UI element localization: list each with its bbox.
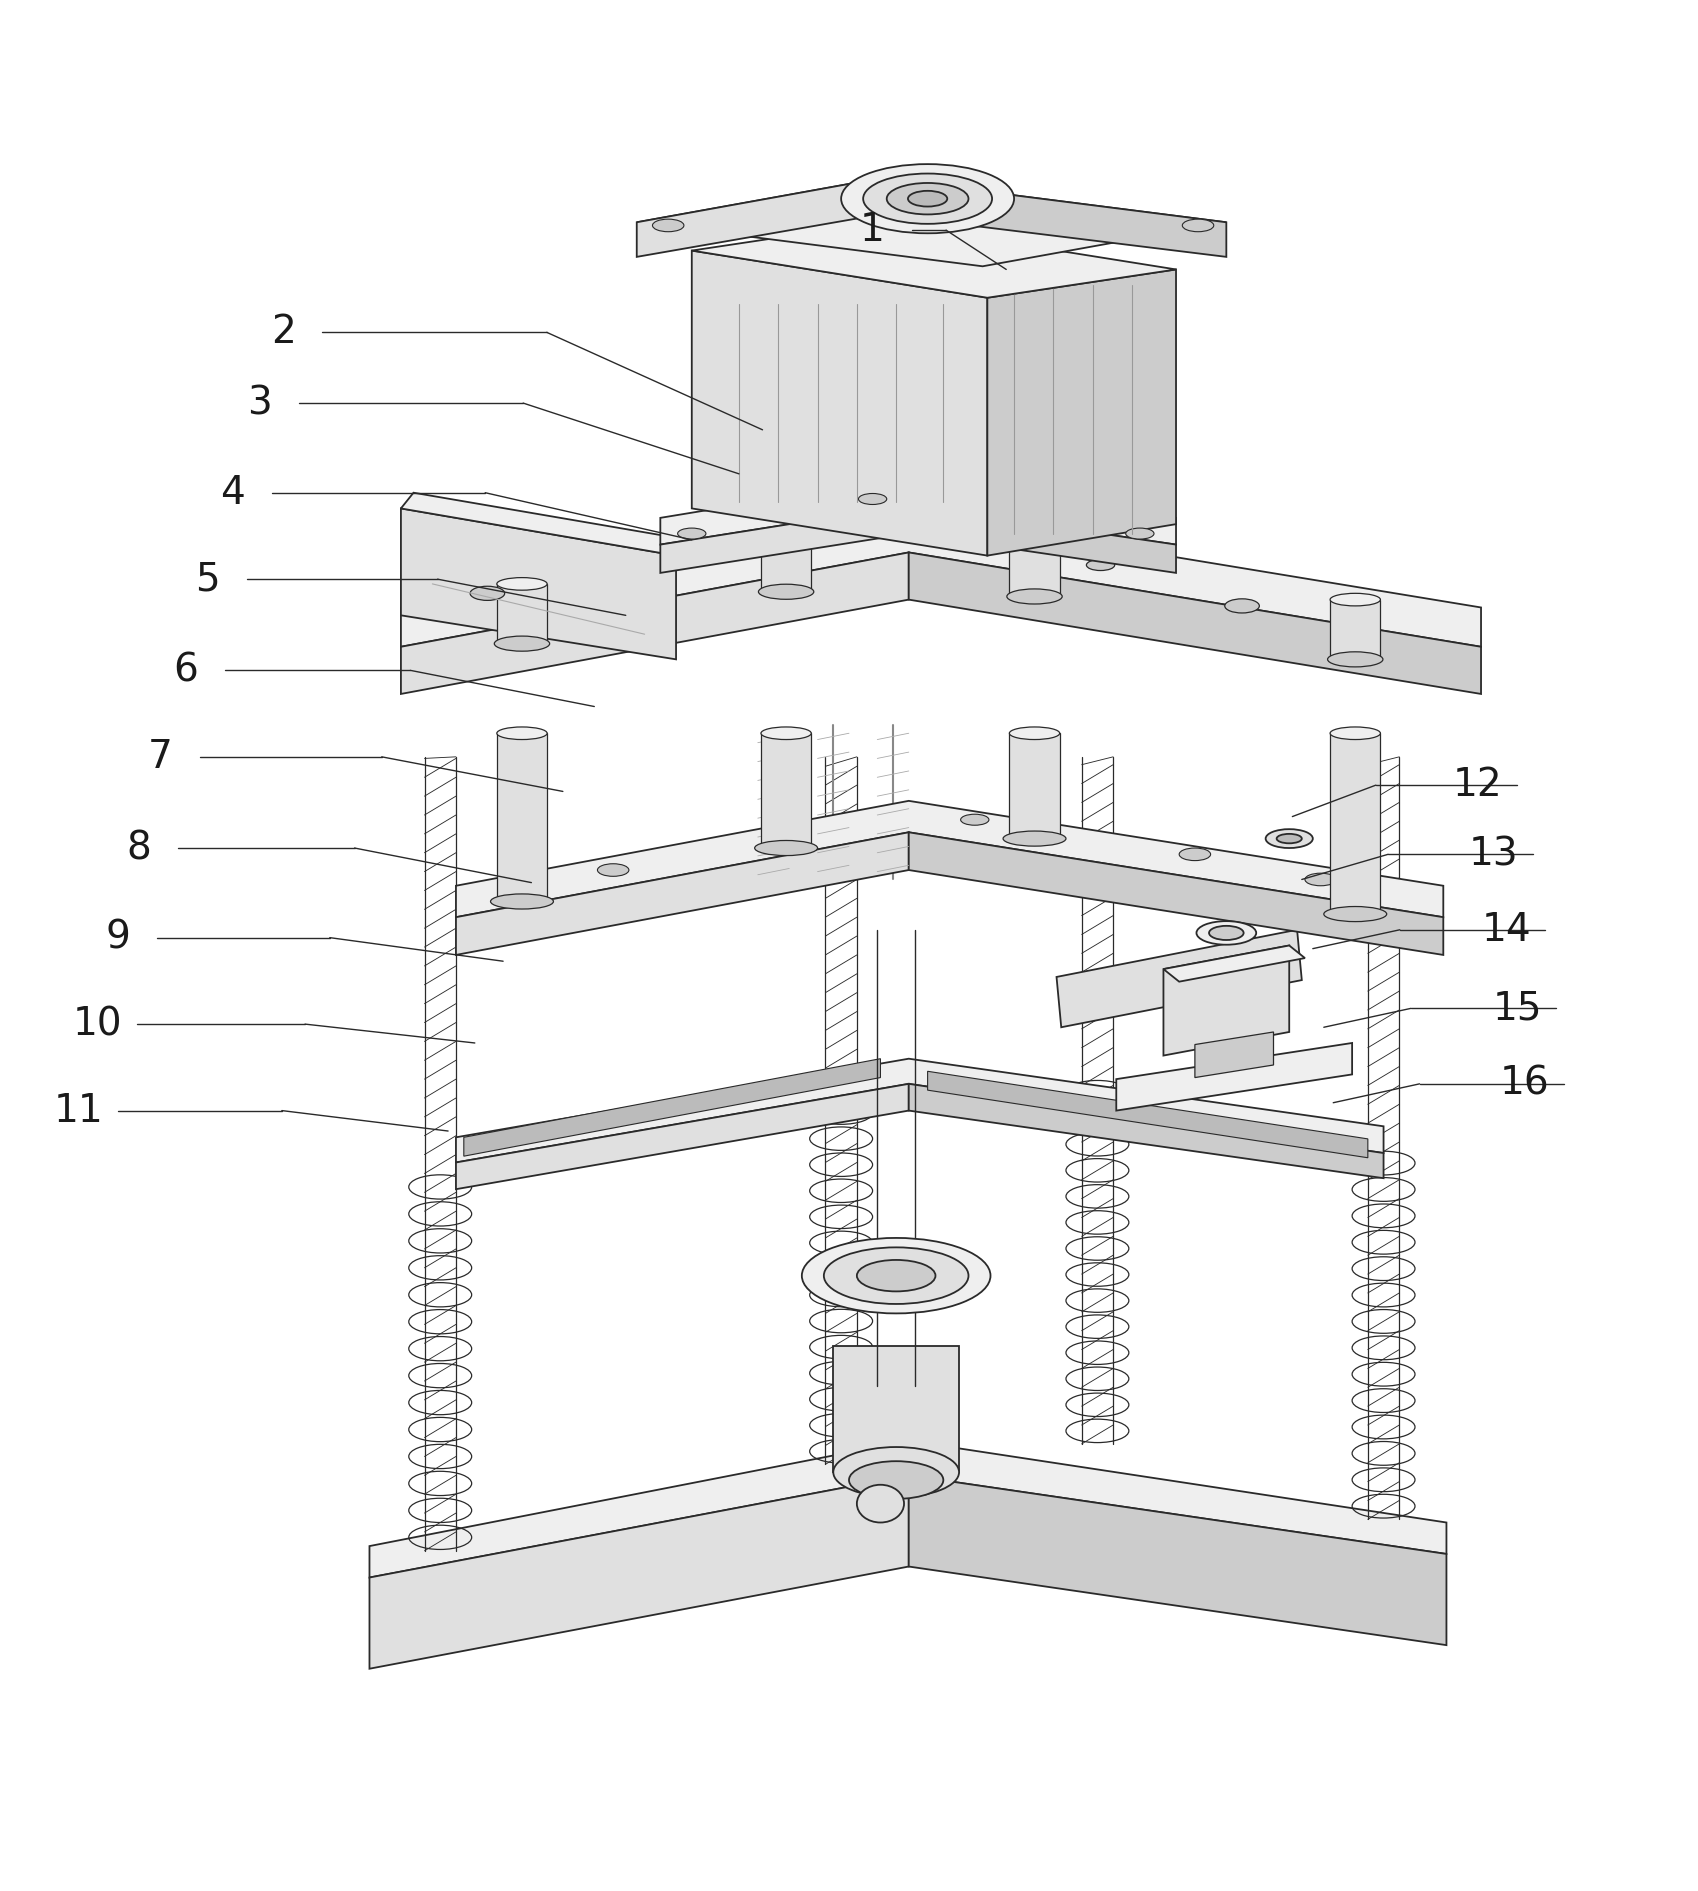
Ellipse shape xyxy=(1182,219,1214,233)
Ellipse shape xyxy=(491,894,554,910)
Polygon shape xyxy=(401,509,676,660)
Polygon shape xyxy=(908,552,1481,694)
Polygon shape xyxy=(908,505,1177,573)
Polygon shape xyxy=(834,1346,959,1473)
Ellipse shape xyxy=(1009,726,1060,739)
Polygon shape xyxy=(908,1084,1384,1178)
Polygon shape xyxy=(464,1059,881,1155)
Polygon shape xyxy=(1330,599,1380,660)
Polygon shape xyxy=(637,178,1226,267)
Text: 7: 7 xyxy=(148,737,173,775)
Ellipse shape xyxy=(857,1259,936,1292)
Ellipse shape xyxy=(1009,531,1060,543)
Polygon shape xyxy=(370,1475,908,1668)
Ellipse shape xyxy=(1126,528,1155,539)
Text: 6: 6 xyxy=(173,651,199,690)
Ellipse shape xyxy=(863,174,992,223)
Ellipse shape xyxy=(908,191,947,206)
Ellipse shape xyxy=(1209,927,1243,940)
Ellipse shape xyxy=(498,726,547,739)
Polygon shape xyxy=(637,178,881,257)
Text: 16: 16 xyxy=(1499,1065,1550,1102)
Ellipse shape xyxy=(1087,560,1114,571)
Ellipse shape xyxy=(754,840,817,855)
Ellipse shape xyxy=(652,219,684,233)
Polygon shape xyxy=(1195,1032,1274,1078)
Ellipse shape xyxy=(857,1484,903,1522)
Polygon shape xyxy=(457,1059,1384,1163)
Polygon shape xyxy=(691,223,1177,297)
Ellipse shape xyxy=(678,528,706,539)
Ellipse shape xyxy=(1224,599,1260,613)
Text: 15: 15 xyxy=(1493,989,1542,1027)
Polygon shape xyxy=(761,531,812,592)
Text: 2: 2 xyxy=(270,314,295,352)
Polygon shape xyxy=(1116,1044,1352,1110)
Ellipse shape xyxy=(834,1447,959,1498)
Polygon shape xyxy=(908,832,1443,955)
Text: 11: 11 xyxy=(54,1091,104,1129)
Ellipse shape xyxy=(961,815,988,824)
Text: 1: 1 xyxy=(861,212,885,250)
Ellipse shape xyxy=(1324,906,1387,921)
Ellipse shape xyxy=(470,586,504,601)
Text: 10: 10 xyxy=(73,1006,122,1044)
Ellipse shape xyxy=(1330,726,1380,739)
Ellipse shape xyxy=(1178,847,1211,860)
Polygon shape xyxy=(498,584,547,643)
Text: 4: 4 xyxy=(221,475,245,512)
Polygon shape xyxy=(661,505,908,573)
Polygon shape xyxy=(927,1072,1369,1157)
Ellipse shape xyxy=(1265,828,1313,847)
Text: 3: 3 xyxy=(246,384,272,422)
Polygon shape xyxy=(1056,930,1302,1027)
Polygon shape xyxy=(401,494,689,556)
Ellipse shape xyxy=(1197,921,1257,946)
Ellipse shape xyxy=(903,176,936,189)
Polygon shape xyxy=(1330,734,1380,913)
Polygon shape xyxy=(370,1441,1447,1577)
Polygon shape xyxy=(457,832,908,955)
Polygon shape xyxy=(881,178,1226,257)
Ellipse shape xyxy=(841,165,1014,233)
Ellipse shape xyxy=(859,494,886,505)
Polygon shape xyxy=(761,734,812,847)
Polygon shape xyxy=(401,552,908,694)
Text: 13: 13 xyxy=(1469,836,1518,874)
Polygon shape xyxy=(457,802,1443,917)
Polygon shape xyxy=(498,734,547,902)
Ellipse shape xyxy=(886,183,968,214)
Polygon shape xyxy=(987,269,1177,556)
Text: 14: 14 xyxy=(1481,911,1532,949)
Polygon shape xyxy=(401,512,1481,647)
Polygon shape xyxy=(691,252,987,556)
Polygon shape xyxy=(1009,734,1060,838)
Ellipse shape xyxy=(1277,834,1302,843)
Text: 9: 9 xyxy=(105,919,131,957)
Ellipse shape xyxy=(761,726,812,739)
Polygon shape xyxy=(1163,946,1289,1055)
Ellipse shape xyxy=(759,584,813,599)
Ellipse shape xyxy=(1328,652,1382,668)
Ellipse shape xyxy=(824,1248,968,1305)
Ellipse shape xyxy=(1330,594,1380,605)
Polygon shape xyxy=(457,1084,908,1189)
Ellipse shape xyxy=(1004,830,1066,845)
Ellipse shape xyxy=(801,1239,990,1314)
Text: 8: 8 xyxy=(126,828,151,866)
Ellipse shape xyxy=(498,577,547,590)
Ellipse shape xyxy=(849,1462,944,1500)
Text: 5: 5 xyxy=(195,560,219,598)
Ellipse shape xyxy=(494,635,550,651)
Ellipse shape xyxy=(1306,874,1336,885)
Polygon shape xyxy=(908,1475,1447,1645)
Text: 12: 12 xyxy=(1453,766,1503,804)
Polygon shape xyxy=(1163,946,1306,981)
Polygon shape xyxy=(1009,537,1060,596)
Polygon shape xyxy=(661,477,1177,545)
Ellipse shape xyxy=(761,526,812,539)
Ellipse shape xyxy=(1007,588,1063,603)
Ellipse shape xyxy=(598,864,628,876)
